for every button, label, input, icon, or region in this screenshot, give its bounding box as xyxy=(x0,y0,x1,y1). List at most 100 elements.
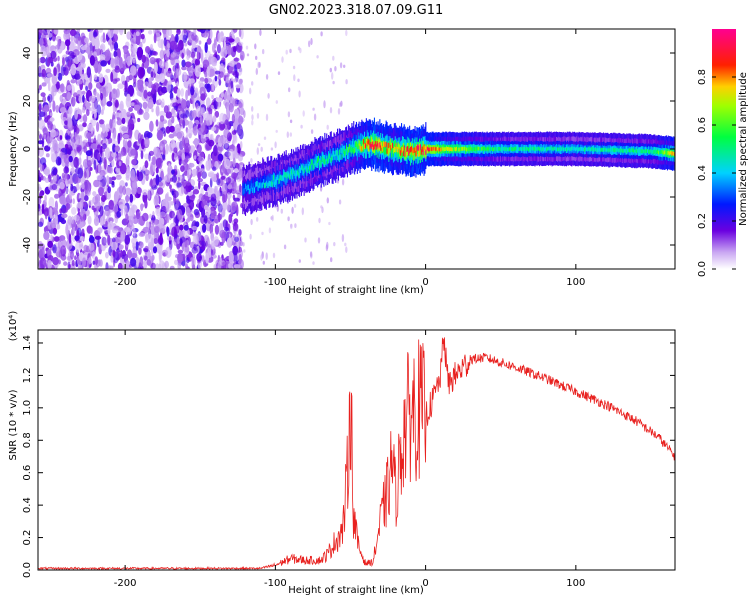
spectrogram-cell xyxy=(188,83,191,91)
spectrogram-cell xyxy=(82,211,86,223)
spectrogram-cell xyxy=(184,42,188,47)
spectrogram-cell xyxy=(163,105,169,114)
spectrogram-cell xyxy=(184,181,191,186)
spectrogram-cell xyxy=(390,138,392,151)
spectrogram-cell xyxy=(47,80,51,92)
spectrogram-cell xyxy=(92,191,97,197)
spectrogram-cell xyxy=(171,175,177,183)
spectrogram-cell xyxy=(92,195,99,205)
spectrogram-cell xyxy=(159,251,163,261)
spectrogram-cell xyxy=(400,150,402,156)
spectrogram-cell xyxy=(60,83,65,93)
spectrogram-cell xyxy=(386,148,388,154)
spectrogram-cell xyxy=(488,146,490,151)
spectrogram-cell xyxy=(158,98,161,103)
spectrogram-cell xyxy=(256,181,258,187)
spectrogram-cell xyxy=(192,97,195,109)
spectrogram-cell xyxy=(181,71,188,82)
spectrogram-cell xyxy=(242,189,244,196)
spectrogram-cell xyxy=(175,33,179,43)
spectrogram-cell xyxy=(471,147,473,152)
spectrogram-cell xyxy=(53,67,57,77)
spectrogram-cell xyxy=(86,66,92,78)
spectrogram-cell xyxy=(495,147,497,151)
spectrogram-cell xyxy=(200,93,206,101)
spectrogram-cell xyxy=(138,232,146,238)
spectrogram-cell xyxy=(205,97,211,108)
spectrogram-cell xyxy=(52,207,58,213)
spectrogram-cell xyxy=(104,49,111,61)
spectrogram-cell xyxy=(100,92,103,101)
spectrogram-cell xyxy=(125,75,130,83)
spectrogram-cell xyxy=(186,128,193,137)
spectrogram-cell xyxy=(88,236,95,244)
spectrogram-cell xyxy=(200,49,204,61)
spectrogram-cell xyxy=(254,178,256,191)
spectrogram-cell xyxy=(170,201,174,206)
spectrogram-cell xyxy=(38,183,41,191)
spectrogram-cell xyxy=(159,115,165,122)
spectrogram-cell xyxy=(325,244,329,252)
spectrogram-cell xyxy=(498,147,500,151)
spectrogram-cell xyxy=(102,32,106,41)
spectrogram-cell xyxy=(97,152,101,161)
spectrogram-cell xyxy=(68,155,73,163)
spectrogram-cell xyxy=(126,55,133,66)
spectrogram-cell xyxy=(119,204,126,210)
spectrogram-cell xyxy=(426,146,428,151)
spectrogram-cell xyxy=(442,146,444,151)
spectrogram-cell xyxy=(128,207,135,220)
spectrogram-cell xyxy=(238,165,241,176)
spectrogram-cell xyxy=(85,150,93,157)
spectrogram-cell xyxy=(453,147,455,151)
spectrogram-cell xyxy=(60,219,67,225)
spectrogram-cell xyxy=(391,142,393,149)
spectrogram-cell xyxy=(199,29,206,34)
spectrogram-cell xyxy=(374,141,376,147)
spectrogram-cell xyxy=(208,159,212,170)
spectrogram-cell xyxy=(127,140,132,148)
spectrogram-cell xyxy=(71,137,75,148)
spectrogram-cell xyxy=(216,190,221,201)
spectrogram-cell xyxy=(144,81,150,88)
spectrogram-cell xyxy=(275,100,278,104)
spectrogram-cell xyxy=(112,118,117,128)
spectrogram-cell xyxy=(349,140,351,153)
spectrogram-cell xyxy=(151,108,154,113)
spectrogram-cell xyxy=(334,154,336,160)
spectrogram-cell xyxy=(93,216,100,226)
spectrogram-cell xyxy=(317,237,321,244)
spectrogram-cell xyxy=(211,94,214,100)
spectrogram-cell xyxy=(302,110,305,117)
spectrogram-cell xyxy=(265,74,269,80)
spectrogram-cell xyxy=(186,54,190,61)
spectrogram-cell xyxy=(210,193,217,202)
spectrogram-cell xyxy=(423,145,425,158)
spectrogram-cell xyxy=(281,56,284,63)
spectrogram-cell xyxy=(276,174,278,181)
spectrogram-cell xyxy=(133,32,137,42)
spectrogram-cell xyxy=(75,241,81,253)
spectrogram-cell xyxy=(48,197,55,209)
spectrogram-cell xyxy=(221,57,226,62)
spectrogram-cell xyxy=(384,141,386,147)
spectrogram-cell xyxy=(201,255,205,262)
spectrogram-cell xyxy=(308,164,310,170)
spectrogram-cell xyxy=(268,180,270,187)
spectrogram-cell xyxy=(152,51,158,56)
spectrogram-cell xyxy=(419,143,421,156)
spectrogram-cell xyxy=(99,227,103,233)
spectrogram-cell xyxy=(430,147,432,152)
spectrogram-cell xyxy=(499,146,501,151)
spectrogram-cell xyxy=(178,119,184,124)
spectrogram-cell xyxy=(171,169,176,174)
spectrogram-cell xyxy=(480,146,482,151)
spectrogram-cell xyxy=(69,29,77,37)
spectrogram-cell xyxy=(88,242,95,251)
spectrogram-cell xyxy=(366,140,368,147)
spectrogram-cell xyxy=(60,41,65,51)
spectrogram-cell xyxy=(228,103,234,113)
spectrogram-cell xyxy=(289,174,291,180)
spectrogram-cell xyxy=(97,186,105,195)
spectrogram-cell xyxy=(74,73,81,80)
